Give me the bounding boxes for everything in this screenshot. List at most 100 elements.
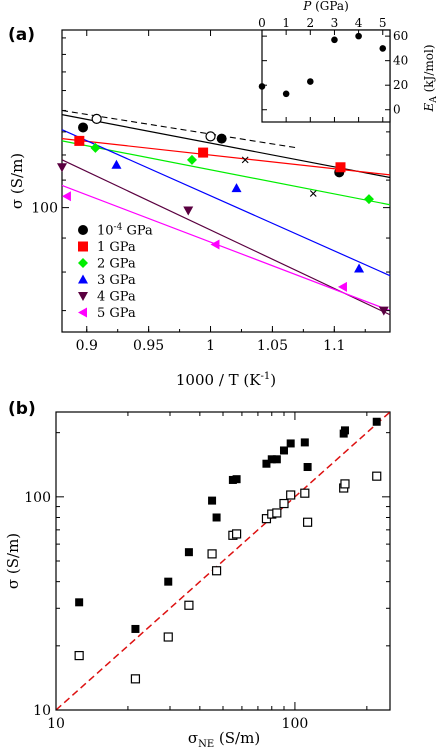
data-point-series-4 xyxy=(378,306,389,316)
data-point-series-2 xyxy=(186,154,197,165)
open-square-point xyxy=(130,674,141,684)
inset-data-point xyxy=(355,32,362,40)
panel-a-points xyxy=(57,122,389,316)
inset-data-point xyxy=(379,45,387,52)
data-point-series-1 xyxy=(198,147,209,158)
x-tick-label: 0.95 xyxy=(133,338,164,354)
panel-b-y-axis-label: σ (S/m) xyxy=(4,533,22,589)
inset-y-ticks: 0 20 40 60 xyxy=(262,29,408,117)
open-square-point xyxy=(340,479,350,489)
data-point-series-5 xyxy=(210,239,220,250)
data-point-series-1 xyxy=(335,162,346,173)
y-tick-label: 100 xyxy=(24,490,51,506)
open-square-point xyxy=(279,498,289,509)
inset-y-axis-label: EA (kJ/mol) xyxy=(422,44,436,112)
fit-line-series-0 xyxy=(61,114,391,179)
filled-square-point xyxy=(131,624,140,633)
panel-a-label: (a) xyxy=(8,25,35,45)
inset-x-tick-label: 1 xyxy=(282,16,290,30)
legend-marker-0 xyxy=(78,225,88,235)
data-point-series-3 xyxy=(111,159,122,169)
inset-y-tick-label: 40 xyxy=(393,54,408,68)
x-tick-label: 1.05 xyxy=(257,338,288,354)
open-square-point xyxy=(286,490,296,500)
x-tick-label: 0.9 xyxy=(76,338,98,354)
legend-label-5: 5 GPa xyxy=(97,306,136,321)
filled-square-point xyxy=(232,475,241,484)
filled-square-point xyxy=(212,513,221,522)
inset-points xyxy=(258,32,387,98)
fit-line-series-2 xyxy=(61,140,391,206)
inset-chart: 0 1 2 3 4 5 0 20 40 60 P (GPa) EA (kJ/mol) xyxy=(258,0,436,123)
cross-point xyxy=(309,190,317,197)
inset-y-tick-label: 20 xyxy=(393,78,408,92)
panel-a-fit-lines xyxy=(61,114,391,316)
open-square-point xyxy=(303,517,313,527)
x-tick-label: 10 xyxy=(47,716,65,732)
inset-x-tick-label: 2 xyxy=(306,16,314,30)
panel-b-reference-line xyxy=(55,411,391,711)
filled-square-point xyxy=(286,439,295,448)
filled-square-point xyxy=(272,455,281,464)
inset-x-tick-label: 0 xyxy=(258,16,266,30)
legend-marker-4 xyxy=(78,292,88,301)
panel-b-x-axis-label: σNE (S/m) xyxy=(188,729,260,750)
panel-a-extra-points xyxy=(91,113,317,197)
inset-x-tick-label: 4 xyxy=(355,16,363,30)
data-point-series-5 xyxy=(337,281,347,292)
y-tick-label: 100 xyxy=(31,201,58,217)
filled-square-point xyxy=(300,438,309,447)
x-tick-label: 1.1 xyxy=(323,338,345,354)
legend-marker-5 xyxy=(78,307,87,318)
filled-square-point xyxy=(208,496,217,505)
fit-line-series-4 xyxy=(61,159,391,316)
inset-x-tick-label: 3 xyxy=(331,16,339,30)
filled-square-point xyxy=(372,417,381,426)
legend-label-4: 4 GPa xyxy=(97,290,136,305)
panel-b-points xyxy=(74,417,382,684)
panel-a-y-axis-label: σ (S/m) xyxy=(8,153,26,209)
fit-line-series-5 xyxy=(61,184,391,312)
open-square-point xyxy=(163,632,173,642)
filled-square-point xyxy=(267,455,276,464)
inset-y-tick-label: 0 xyxy=(393,103,401,117)
fit-line-series-1 xyxy=(61,138,391,176)
fit-line-series-3 xyxy=(61,129,391,277)
filled-square-point xyxy=(184,548,193,557)
inset-y-tick-label: 60 xyxy=(393,29,408,43)
legend-label-1: 1 GPa xyxy=(97,240,136,255)
open-square-point xyxy=(372,471,382,481)
panel-a-frame xyxy=(61,29,391,333)
data-point-series-2 xyxy=(363,194,374,205)
panel-b-y-ticks: 10 100 xyxy=(24,432,390,719)
legend-label-0: 10-4 GPa xyxy=(97,223,153,239)
inset-data-point xyxy=(307,78,314,85)
panel-b-label: (b) xyxy=(8,399,36,419)
filled-square-point xyxy=(279,446,288,455)
data-point-series-0 xyxy=(216,133,227,144)
panel-b-x-ticks: 10 100 xyxy=(47,412,368,732)
open-square-point xyxy=(211,566,222,576)
open-square-point xyxy=(231,529,242,539)
legend-label-2: 2 GPa xyxy=(97,257,136,272)
y-tick-label: 10 xyxy=(33,703,51,719)
open-square-point xyxy=(272,508,282,518)
data-point-series-2 xyxy=(90,142,101,153)
data-point-series-5 xyxy=(61,191,71,202)
panel-a-x-axis-label: 1000 / T (K-1) xyxy=(176,371,276,389)
inset-data-point xyxy=(331,36,338,44)
open-square-point xyxy=(74,650,84,661)
x-tick-label: 100 xyxy=(282,716,309,732)
data-point-series-3 xyxy=(354,263,365,273)
legend-marker-1 xyxy=(78,241,88,252)
identity-dashed-line xyxy=(55,411,391,711)
open-circle-point xyxy=(91,113,102,124)
legend-marker-3 xyxy=(78,274,88,284)
panel-a-x-ticks: 0.9 0.95 1 1.05 1.1 xyxy=(76,30,366,354)
inset-data-point xyxy=(258,83,266,90)
data-point-series-0 xyxy=(78,122,89,133)
cross-point xyxy=(241,156,249,164)
inset-frame xyxy=(261,29,391,123)
